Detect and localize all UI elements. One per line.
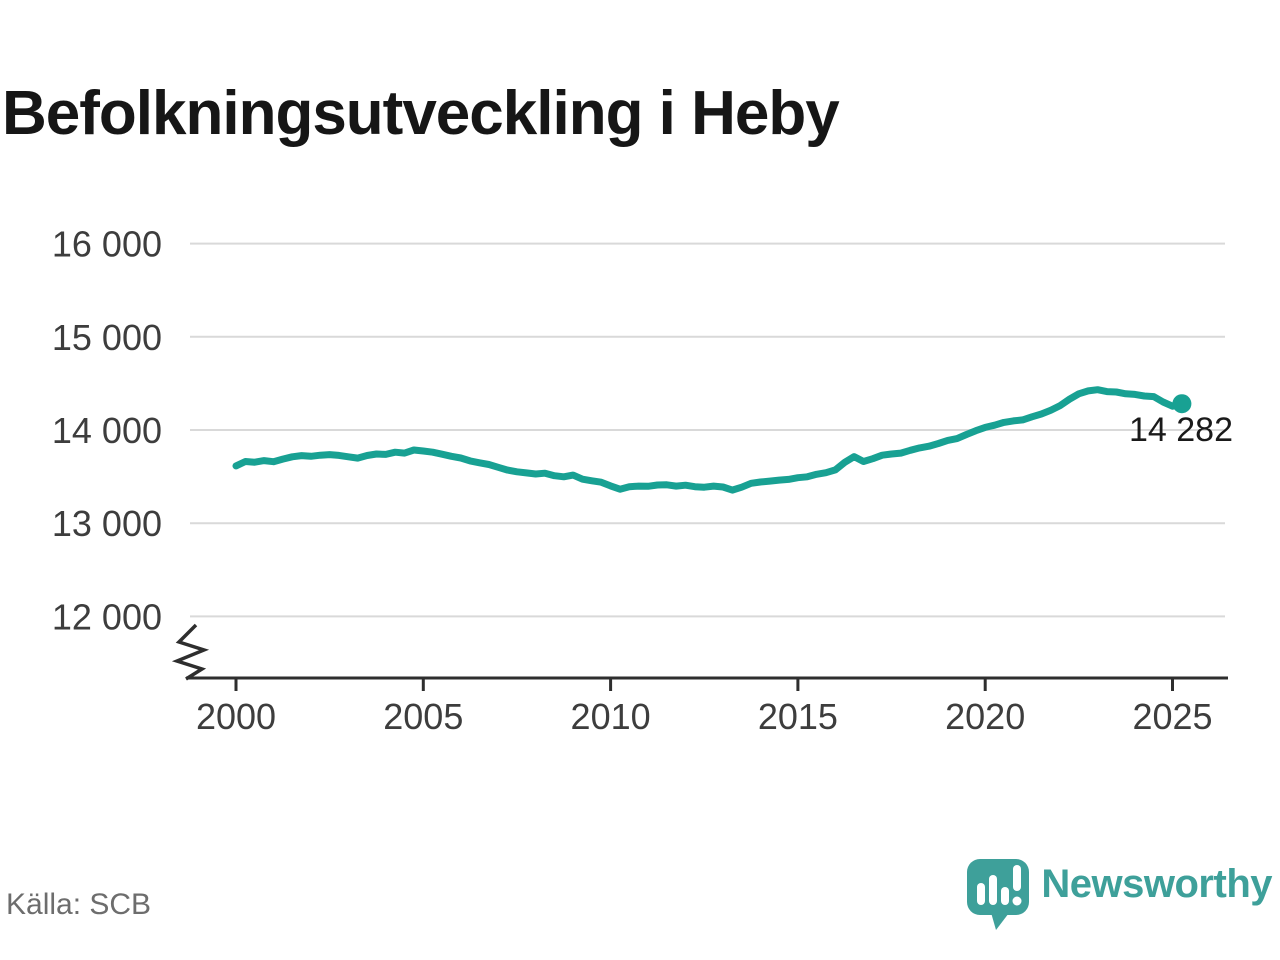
speech-bubble-bar-chart-icon	[967, 859, 1030, 930]
last-point-marker	[1172, 394, 1192, 414]
x-tick-label: 2015	[758, 696, 838, 737]
newsworthy-logo: Newsworthy	[966, 857, 1272, 931]
page-title: Befolkningsutveckling i Heby	[2, 78, 840, 148]
y-tick-label: 12 000	[52, 596, 162, 637]
x-tick-label: 2010	[571, 696, 651, 737]
last-value-label: 14 282	[1129, 411, 1233, 449]
x-tick-label: 2020	[945, 696, 1025, 737]
y-tick-label: 14 000	[52, 410, 162, 451]
source-label: Källa: SCB	[6, 888, 152, 921]
x-tick-label: 2025	[1132, 696, 1212, 737]
newsworthy-wordmark: Newsworthy	[1041, 862, 1272, 906]
newsworthy-logo-icon	[967, 859, 1030, 930]
y-tick-label: 13 000	[52, 503, 162, 544]
axis-break-icon	[171, 623, 210, 681]
y-tick-label: 16 000	[52, 224, 162, 265]
y-tick-label: 15 000	[52, 317, 162, 358]
x-tick-label: 2000	[196, 696, 276, 737]
x-tick-label: 2005	[383, 696, 463, 737]
population-line	[232, 386, 1186, 494]
